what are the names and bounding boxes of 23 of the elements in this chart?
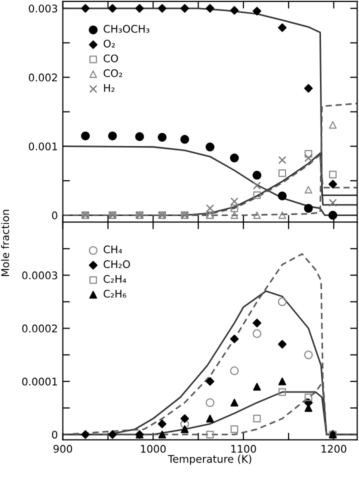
y-tick-label: 0.003: [28, 4, 58, 12]
legend-label: CO: [104, 54, 118, 62]
y-axis-title: Mole fraction: [1, 210, 10, 276]
legend-label: CH₄: [104, 245, 122, 254]
legend-label: CO₂: [104, 69, 122, 78]
x-tick-label: 1100: [231, 444, 256, 453]
x-tick-label: 1000: [141, 444, 166, 453]
y-tick-label: 0.0003: [22, 271, 58, 280]
y-tick-label: 0: [52, 430, 58, 439]
legend-label: C₂H₆: [104, 290, 126, 298]
legend-label: H₂: [104, 84, 114, 92]
legend-label: O₂: [104, 40, 115, 48]
y-tick-label: 0.0002: [22, 324, 57, 332]
x-tick-label: 1200: [322, 444, 346, 453]
y-tick-label: 0.001: [28, 142, 57, 150]
y-tick-label: 0.002: [28, 74, 57, 82]
legend-label: C₂H₄: [104, 275, 126, 283]
legend-label: CH₃OCH₃: [104, 24, 150, 33]
x-axis-title: Temperature (K): [168, 454, 252, 465]
x-tick-label: 900: [54, 444, 72, 453]
y-tick-label: 0.0001: [22, 378, 57, 386]
y-tick-label: 0: [52, 211, 58, 220]
legend-label: CH₂O: [104, 260, 130, 268]
